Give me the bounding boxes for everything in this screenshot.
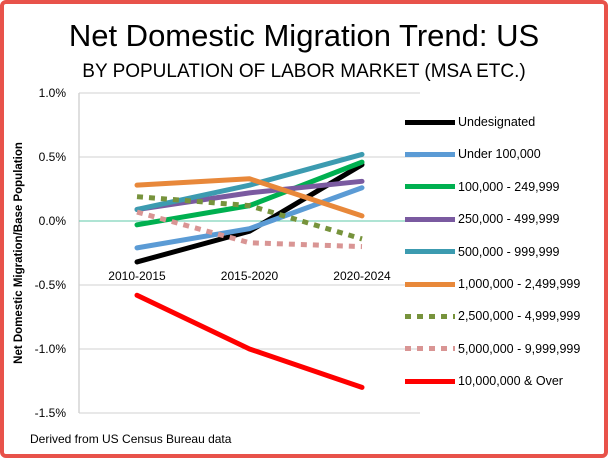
legend-swatch: [405, 216, 455, 222]
series-line: [136, 209, 363, 250]
series-line: [134, 178, 365, 212]
y-tick-label: -0.5%: [35, 278, 67, 292]
legend-swatch: [405, 151, 455, 157]
legend-swatch: [405, 184, 455, 190]
legend-swatch: [405, 281, 455, 287]
legend-label: 100,000 - 249,999: [458, 179, 560, 194]
legend-label: 2,500,000 - 4,999,999: [458, 309, 581, 324]
legend-swatch: [405, 378, 455, 384]
legend-swatch: [405, 249, 455, 255]
legend-label: 5,000,000 - 9,999,999: [458, 341, 581, 356]
legend-label: Under 100,000: [458, 147, 541, 162]
y-tick-label: 1.0%: [39, 86, 67, 100]
legend-label: 500,000 - 999,999: [458, 244, 560, 259]
y-tick-label: 0.0%: [39, 214, 67, 228]
series-line: [134, 176, 365, 219]
legend-item: 100,000 - 249,999: [405, 178, 559, 196]
x-tick-label: 2010-2015: [108, 269, 166, 283]
legend-item: 1,000,000 - 2,499,999: [405, 275, 580, 293]
legend-label: Undesignated: [458, 115, 536, 129]
source-note: Derived from US Census Bureau data: [30, 432, 232, 446]
legend-item: Undesignated: [405, 113, 535, 131]
y-tick-label: -1.0%: [35, 342, 67, 356]
legend-label: 1,000,000 - 2,499,999: [458, 277, 581, 291]
legend-item: 5,000,000 - 9,999,999: [405, 340, 580, 358]
legend-item: 500,000 - 999,999: [405, 243, 559, 261]
chart-title: Net Domestic Migration Trend: US: [68, 18, 540, 53]
chart-subtitle: BY POPULATION OF LABOR MARKET (MSA ETC.): [82, 61, 526, 82]
legend-swatch: [405, 346, 455, 352]
series-line: [134, 292, 365, 390]
y-tick-label: -1.5%: [35, 406, 67, 420]
legend-label: 10,000,000 & Over: [458, 374, 563, 389]
y-axis-label: Net Domestic Migration/Base Population: [13, 142, 25, 364]
y-tick-label: 0.5%: [39, 150, 67, 164]
legend-item: 2,500,000 - 4,999,999: [405, 307, 580, 325]
legend-item: 250,000 - 499,999: [405, 210, 559, 228]
legend-swatch: [405, 313, 455, 319]
x-tick-label: 2020-2024: [333, 269, 391, 283]
series-line: [136, 194, 363, 242]
legend-label: 250,000 - 499,999: [458, 212, 560, 227]
legend-swatch: [405, 119, 455, 125]
x-tick-label: 2015-2020: [221, 269, 279, 283]
legend-item: Under 100,000: [405, 145, 541, 163]
legend-item: 10,000,000 & Over: [405, 372, 563, 390]
